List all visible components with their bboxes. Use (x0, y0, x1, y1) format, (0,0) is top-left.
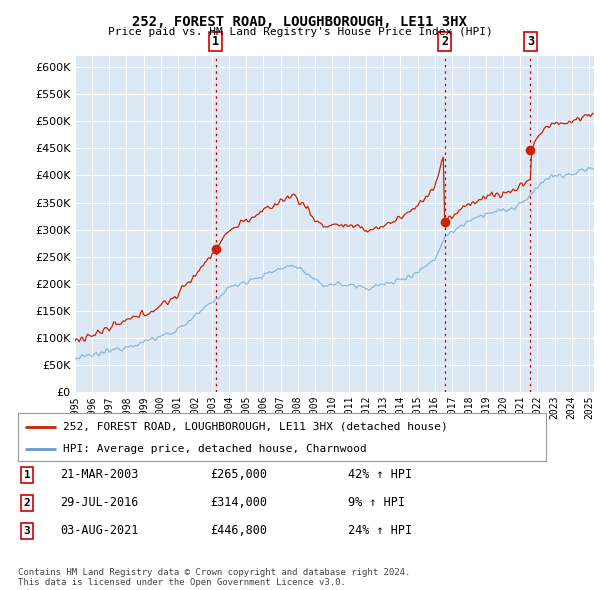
Text: 1: 1 (212, 35, 220, 48)
Text: 2: 2 (441, 35, 448, 48)
Text: 2: 2 (23, 498, 31, 507)
Text: 1: 1 (23, 470, 31, 480)
Text: 252, FOREST ROAD, LOUGHBOROUGH, LE11 3HX: 252, FOREST ROAD, LOUGHBOROUGH, LE11 3HX (133, 15, 467, 29)
Text: 03-AUG-2021: 03-AUG-2021 (60, 525, 139, 537)
Text: £314,000: £314,000 (210, 496, 267, 509)
Text: 21-MAR-2003: 21-MAR-2003 (60, 468, 139, 481)
Text: £446,800: £446,800 (210, 525, 267, 537)
Text: Contains HM Land Registry data © Crown copyright and database right 2024.
This d: Contains HM Land Registry data © Crown c… (18, 568, 410, 587)
Text: 3: 3 (23, 526, 31, 536)
Text: 9% ↑ HPI: 9% ↑ HPI (348, 496, 405, 509)
Text: HPI: Average price, detached house, Charnwood: HPI: Average price, detached house, Char… (63, 444, 367, 454)
Text: 29-JUL-2016: 29-JUL-2016 (60, 496, 139, 509)
Text: 3: 3 (527, 35, 534, 48)
Text: 24% ↑ HPI: 24% ↑ HPI (348, 525, 412, 537)
Text: 252, FOREST ROAD, LOUGHBOROUGH, LE11 3HX (detached house): 252, FOREST ROAD, LOUGHBOROUGH, LE11 3HX… (63, 421, 448, 431)
Text: Price paid vs. HM Land Registry's House Price Index (HPI): Price paid vs. HM Land Registry's House … (107, 27, 493, 37)
Text: 42% ↑ HPI: 42% ↑ HPI (348, 468, 412, 481)
Text: £265,000: £265,000 (210, 468, 267, 481)
